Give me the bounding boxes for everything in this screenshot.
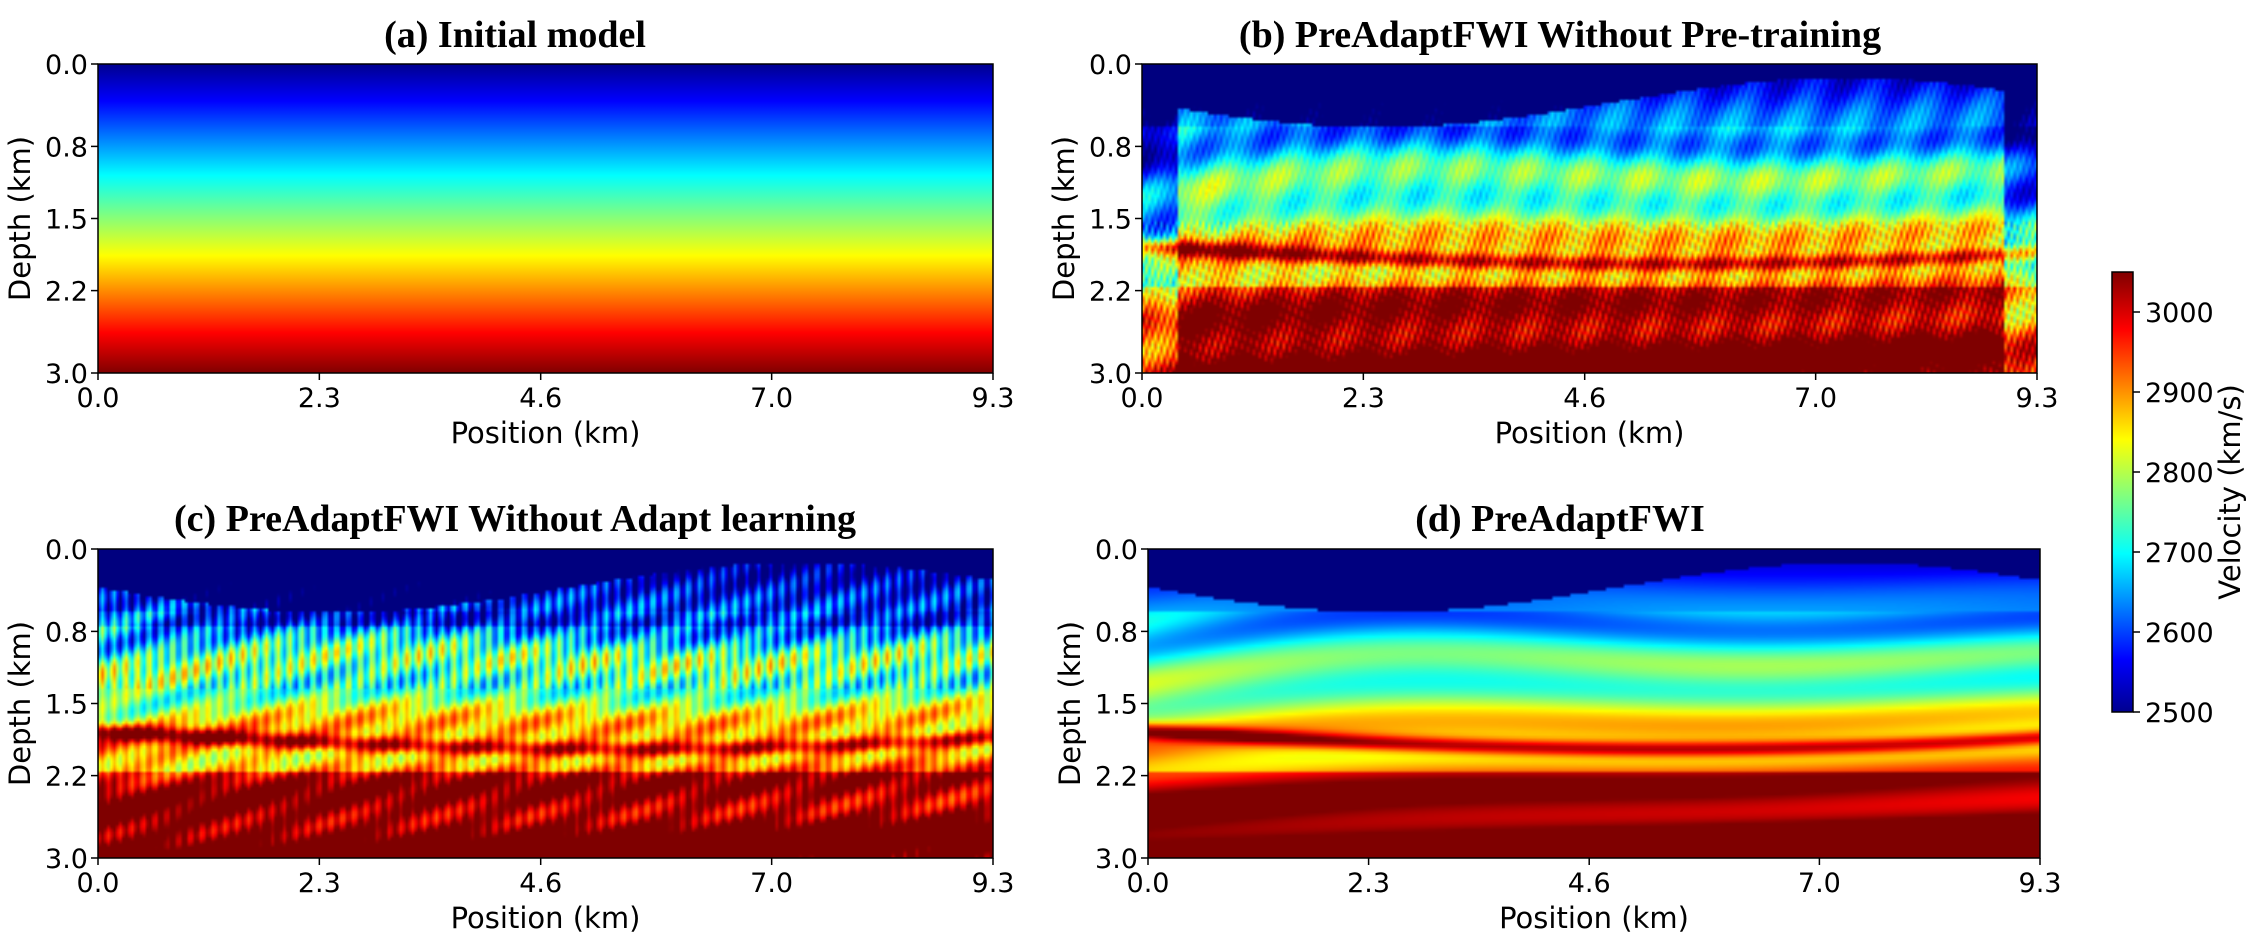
colorbar-tick-label: 2600 <box>2145 618 2214 649</box>
y-tick-label: 0.0 <box>1095 535 1138 566</box>
x-tick-label: 0.0 <box>77 383 120 414</box>
y-tick-label: 2.2 <box>1089 277 1132 308</box>
y-tick-label: 0.8 <box>1089 132 1132 163</box>
y-tick-label: 0.8 <box>1095 617 1138 648</box>
x-axis-label: Position (km) <box>451 901 641 935</box>
colorbar-tick-label: 2900 <box>2145 378 2214 409</box>
x-tick-label: 7.0 <box>1794 383 1837 414</box>
x-tick-label: 2.3 <box>298 383 341 414</box>
y-tick-label: 2.2 <box>1095 762 1138 793</box>
x-tick-label: 4.6 <box>519 383 562 414</box>
x-tick-label: 2.3 <box>1342 383 1385 414</box>
y-tick-label: 3.0 <box>45 359 88 390</box>
panel-title: (b) PreAdaptFWI Without Pre-training <box>1239 14 1881 56</box>
y-axis-label: Depth (km) <box>3 621 37 786</box>
colorbar-tick-label: 2800 <box>2145 458 2214 489</box>
colorbar-label: Velocity (km/s) <box>2213 384 2247 600</box>
velocity-heatmap <box>1142 64 2037 373</box>
y-tick-label: 3.0 <box>1089 359 1132 390</box>
colorbar-tick-label: 2700 <box>2145 538 2214 569</box>
panel-title: (c) PreAdaptFWI Without Adapt learning <box>174 498 856 540</box>
panel-d: (d) PreAdaptFWI 0.0 2.3 4.6 7.0 9.3 0.0 0.8 1.5 2… <box>1053 498 2061 935</box>
x-tick-label: 4.6 <box>1563 383 1606 414</box>
y-tick-label: 0.8 <box>45 132 88 163</box>
x-tick-label: 9.3 <box>2019 868 2062 899</box>
velocity-heatmap <box>98 64 993 373</box>
colorbar-tick-label: 3000 <box>2145 298 2214 329</box>
x-tick-label: 0.0 <box>1127 868 1170 899</box>
x-tick-label: 9.3 <box>2016 383 2059 414</box>
y-tick-label: 3.0 <box>1095 844 1138 875</box>
x-tick-label: 4.6 <box>1568 868 1611 899</box>
panel-title: (a) Initial model <box>384 14 646 56</box>
colorbar: 2500 2600 2700 2800 2900 3000 Velocity (km/s) <box>2111 271 2247 729</box>
y-tick-label: 0.0 <box>45 535 88 566</box>
y-tick-label: 3.0 <box>45 844 88 875</box>
x-axis-label: Position (km) <box>451 416 641 450</box>
y-tick-label: 1.5 <box>1095 690 1138 721</box>
y-tick-label: 1.5 <box>45 690 88 721</box>
panel-c: (c) PreAdaptFWI Without Adapt learning 0.… <box>3 498 1014 935</box>
y-tick-label: 0.8 <box>45 617 88 648</box>
y-tick-label: 2.2 <box>45 762 88 793</box>
x-axis-label: Position (km) <box>1495 416 1685 450</box>
x-tick-label: 2.3 <box>1347 868 1390 899</box>
x-tick-label: 0.0 <box>77 868 120 899</box>
x-tick-label: 7.0 <box>750 868 793 899</box>
x-tick-label: 7.0 <box>750 383 793 414</box>
y-tick-label: 1.5 <box>1089 205 1132 236</box>
panel-a: (a) Initial model 0.0 2.3 4.6 7.0 9.3 0.0 0.8 1.… <box>3 14 1014 450</box>
y-axis-label: Depth (km) <box>1047 136 1081 301</box>
y-axis-label: Depth (km) <box>3 136 37 301</box>
x-tick-label: 7.0 <box>1798 868 1841 899</box>
panel-title: (d) PreAdaptFWI <box>1415 498 1705 540</box>
panel-b: (b) PreAdaptFWI Without Pre-training 0.0 2… <box>1047 14 2058 450</box>
x-tick-label: 2.3 <box>298 868 341 899</box>
x-tick-label: 9.3 <box>972 868 1015 899</box>
y-tick-label: 0.0 <box>1089 50 1132 81</box>
velocity-heatmap <box>1148 549 2040 858</box>
y-tick-label: 0.0 <box>45 50 88 81</box>
x-tick-label: 9.3 <box>972 383 1015 414</box>
velocity-heatmap <box>98 549 993 858</box>
x-axis-label: Position (km) <box>1499 901 1689 935</box>
colorbar-tick-label: 2500 <box>2145 698 2214 729</box>
x-tick-label: 4.6 <box>519 868 562 899</box>
y-tick-label: 1.5 <box>45 205 88 236</box>
y-axis-label: Depth (km) <box>1053 621 1087 786</box>
colorbar-gradient <box>2111 271 2134 713</box>
y-tick-label: 2.2 <box>45 277 88 308</box>
x-tick-label: 0.0 <box>1121 383 1164 414</box>
